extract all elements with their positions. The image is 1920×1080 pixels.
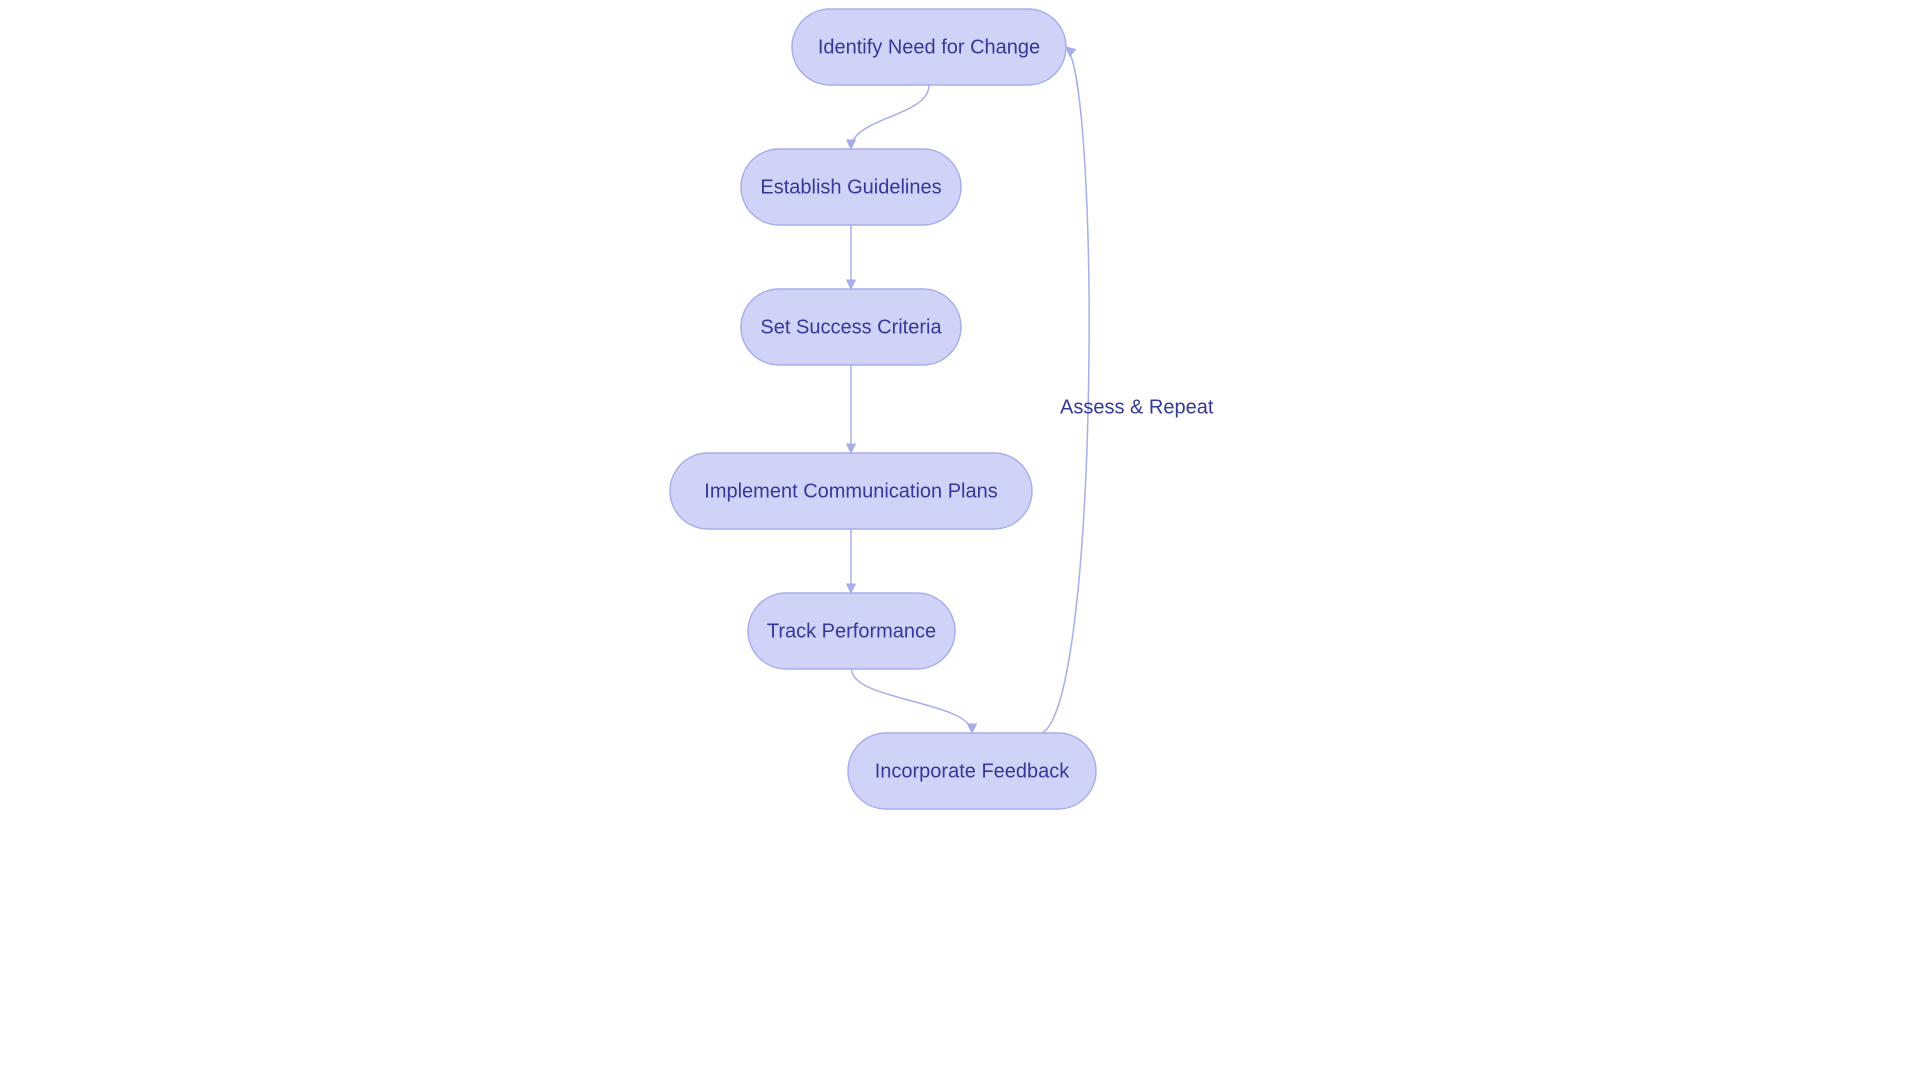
node-n1: Identify Need for Change xyxy=(792,9,1066,85)
node-label: Track Performance xyxy=(767,620,936,642)
node-label: Incorporate Feedback xyxy=(875,760,1071,782)
edge-n1-n2 xyxy=(851,85,929,149)
edge-n5-n6 xyxy=(852,669,973,733)
node-label: Set Success Criteria xyxy=(760,316,942,338)
node-n3: Set Success Criteria xyxy=(741,289,961,365)
node-n2: Establish Guidelines xyxy=(741,149,961,225)
node-label: Establish Guidelines xyxy=(760,176,941,198)
edge-n6-n1 xyxy=(1042,47,1089,733)
node-n4: Implement Communication Plans xyxy=(670,453,1032,529)
edge-label-feedback: Assess & Repeat xyxy=(1060,396,1214,418)
node-n6: Incorporate Feedback xyxy=(848,733,1096,809)
flowchart-canvas: Assess & Repeat Identify Need for Change E… xyxy=(0,0,1920,1080)
node-label: Implement Communication Plans xyxy=(704,480,997,502)
node-n5: Track Performance xyxy=(748,593,955,669)
node-label: Identify Need for Change xyxy=(818,36,1040,58)
